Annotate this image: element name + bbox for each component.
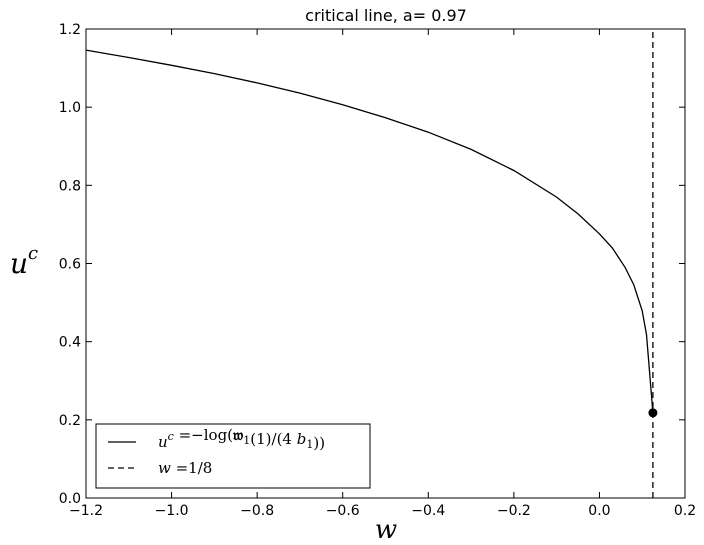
series-line-critical — [85, 49, 654, 413]
y-tick-label: 1.0 — [59, 100, 81, 116]
y-axis-label-sup: c — [28, 243, 38, 264]
y-tick-label: 1.2 — [59, 22, 81, 38]
y-tick-label: 0.6 — [59, 257, 81, 273]
legend-box — [95, 423, 371, 489]
x-tick-label: −0.6 — [326, 503, 360, 519]
y-tick-label: 0.4 — [59, 335, 81, 351]
x-tick-label: −0.2 — [497, 503, 531, 519]
y-axis-label-base: u — [10, 247, 28, 280]
y-tick-label: 0.8 — [59, 178, 81, 194]
x-tick-label: −0.8 — [240, 503, 274, 519]
legend-label: uc =−log(𝔴1(1)/(4 b1)) — [158, 426, 325, 452]
y-tick-label: 0.2 — [59, 413, 81, 429]
x-tick-label: −1.0 — [155, 503, 189, 519]
x-tick-label: 0.2 — [674, 503, 696, 519]
x-axis-label: w — [375, 515, 397, 545]
y-tick-label: 0.0 — [59, 491, 81, 507]
legend-label: w =1/8 — [158, 459, 212, 477]
x-tick-label: −0.4 — [411, 503, 445, 519]
chart-title: critical line, a= 0.97 — [305, 6, 467, 25]
y-axis-label: uc — [10, 243, 38, 280]
x-tick-label: 0.0 — [588, 503, 610, 519]
x-tick-label: −1.2 — [69, 503, 103, 519]
endpoint-marker — [648, 408, 658, 418]
